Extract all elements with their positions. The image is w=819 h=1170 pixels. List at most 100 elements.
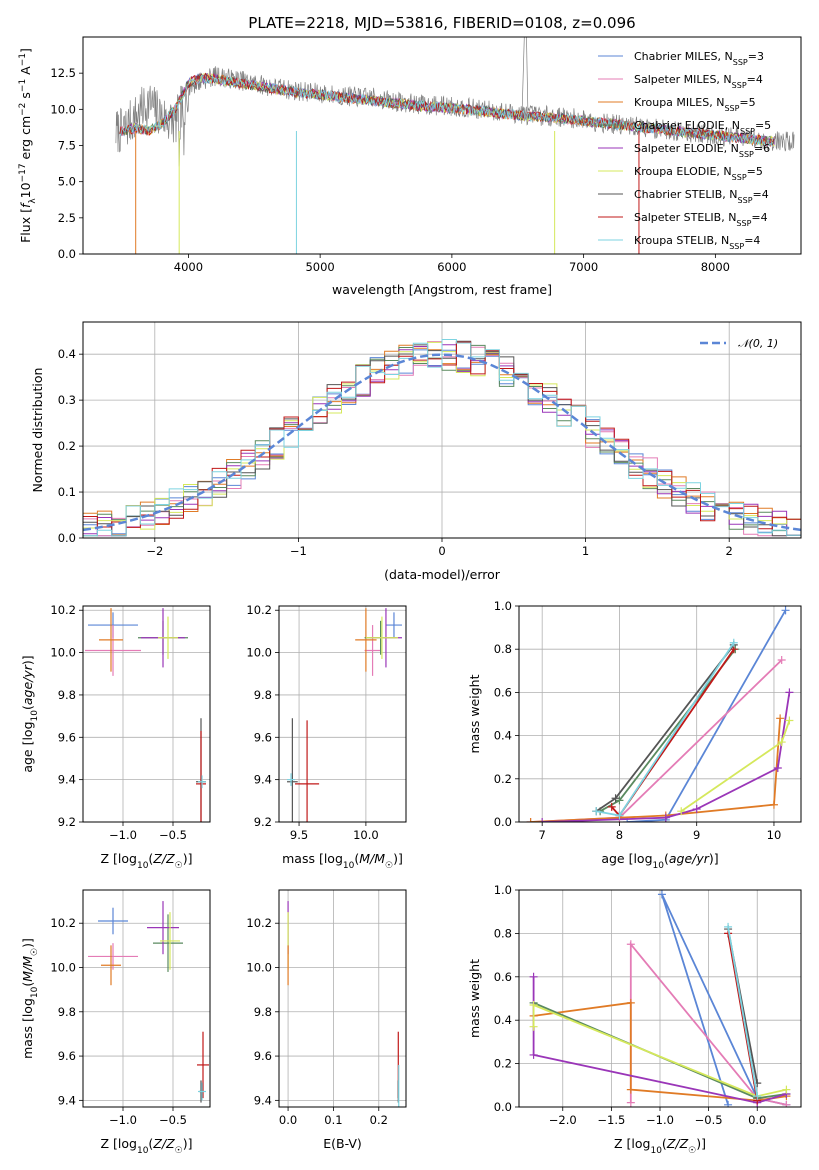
series-marker — [529, 1001, 538, 1010]
x-tick-label: −1.0 — [109, 1113, 137, 1127]
errorbar-point — [198, 775, 206, 789]
x-axis-label: mass [log10(M/M☉)] — [282, 851, 403, 871]
x-tick-label: −1.0 — [109, 828, 137, 842]
histogram-legend: 𝒩(0, 1) — [700, 337, 778, 350]
series-marker — [753, 1092, 762, 1101]
mass-weight-series — [724, 922, 762, 1101]
x-axis-label: Z [log10(Z/Z☉)] — [101, 851, 193, 871]
mass-weight-series — [657, 890, 791, 1107]
series-marker — [785, 688, 794, 697]
x-tick-label: 0.0 — [279, 1113, 297, 1127]
series-marker — [785, 716, 794, 725]
series-marker — [611, 794, 620, 803]
y-tick-label: 9.8 — [254, 1005, 272, 1019]
errorbar-point — [365, 616, 398, 659]
y-tick-label: 9.4 — [58, 773, 76, 787]
series-marker — [626, 1098, 635, 1107]
y-tick-label: 9.4 — [254, 1093, 272, 1107]
age-vs-mass-panel: 9.5 10.0 9.2 9.4 9.6 9.8 10.0 10.2 — [246, 603, 407, 842]
y-tick-label: 0.8 — [494, 926, 512, 940]
series-marker — [626, 940, 635, 949]
axes-frame — [278, 889, 407, 1108]
series-line — [727, 926, 759, 1097]
series-marker — [776, 714, 785, 723]
y-tick-label: 0.0 — [494, 815, 512, 829]
mass-weight-series — [724, 925, 762, 1088]
x-tick-label: 0.1 — [324, 1113, 342, 1127]
y-tick-label: 0.1 — [58, 485, 76, 499]
series-line — [532, 1003, 787, 1098]
mass-weight-vs-Z-panel: −2.0 −1.5 −1.0 −0.5 0.0 0.0 0.2 0.4 0.6 0.8 1.0 — [494, 883, 802, 1127]
mass-vs-Z-panel: −1.0 −0.5 9.4 9.6 9.8 10.0 10.2 — [50, 889, 211, 1127]
x-tick-label: −0.5 — [159, 1113, 187, 1127]
x-axis-label: E(B-V) — [323, 1136, 362, 1151]
series-marker — [692, 805, 701, 814]
series-marker — [777, 656, 786, 664]
series-marker — [773, 764, 782, 772]
series-line — [595, 644, 735, 812]
y-tick-label: 12.5 — [50, 66, 76, 80]
legend-label: Salpeter ELODIE, NSSP=6 — [634, 142, 770, 159]
y-tick-label: 0.6 — [494, 970, 512, 984]
y-tick-label: 9.6 — [58, 1049, 76, 1063]
series-marker — [526, 818, 535, 822]
y-tick-label: 9.8 — [254, 688, 272, 702]
series-marker — [769, 800, 778, 809]
y-axis-label: Flux [fλ10−17 erg cm−2 s−1 A−1] — [18, 48, 38, 243]
y-tick-label: 10.2 — [50, 916, 76, 930]
y-tick-label: 10.0 — [50, 646, 76, 660]
series-marker — [729, 638, 738, 647]
y-axis-label: mass weight — [467, 674, 482, 753]
y-tick-label: 0.0 — [58, 531, 76, 545]
series-marker — [724, 1100, 733, 1107]
x-tick-label: 9.5 — [290, 828, 308, 842]
y-tick-label: 0.4 — [494, 729, 512, 743]
x-tick-label: −1 — [290, 544, 307, 558]
mass-weight-vs-age-plot-area — [526, 606, 794, 822]
errorbar-point — [196, 730, 206, 822]
legend-label: Salpeter STELIB, NSSP=4 — [634, 211, 768, 228]
x-tick-label: 2 — [726, 544, 733, 558]
mass-weight-series — [677, 716, 794, 816]
errorbar-point — [98, 907, 128, 935]
errorbar-point — [198, 1082, 206, 1101]
x-tick-label: 0.2 — [370, 1113, 388, 1127]
x-tick-label: −0.5 — [159, 828, 187, 842]
y-tick-label: 0.4 — [494, 1013, 512, 1027]
series-marker — [657, 890, 666, 899]
y-tick-label: 9.2 — [254, 815, 272, 829]
y-tick-label: 0.3 — [58, 393, 76, 407]
legend-label: 𝒩(0, 1) — [738, 337, 778, 350]
series-marker — [626, 998, 635, 1007]
errorbar-point — [385, 612, 402, 638]
x-axis-label: Z [log10(Z/Z☉)] — [101, 1136, 193, 1156]
series-marker — [615, 811, 624, 820]
y-axis-label: age [log10(age/yr)] — [20, 655, 40, 772]
x-axis-label: (data-model)/error — [384, 567, 501, 582]
series-marker — [529, 1022, 538, 1031]
series-marker — [782, 1085, 791, 1094]
x-tick-label: −2.0 — [549, 1113, 577, 1127]
errorbar-point — [355, 608, 377, 672]
mass-vs-EBV-panel: 0.0 0.1 0.2 9.4 9.6 9.8 10.0 10.2 — [246, 889, 407, 1127]
y-tick-label: 9.2 — [58, 815, 76, 829]
series-marker — [777, 738, 786, 747]
x-tick-label: 5000 — [305, 260, 334, 274]
y-axis-label: mass [log10(M/M☉)] — [20, 938, 40, 1059]
age-vs-Z-plot-area — [85, 608, 206, 822]
legend-label: Chabrier STELIB, NSSP=4 — [634, 188, 769, 205]
model-spectrum-line — [119, 72, 775, 147]
series-marker — [781, 606, 790, 615]
x-tick-label: −1.5 — [597, 1113, 625, 1127]
axes-frame — [82, 889, 211, 1108]
residuals-panel: −2 −1 0 1 2 0.0 0.1 0.2 0.3 0.4 — [58, 321, 802, 558]
y-tick-label: 7.5 — [58, 139, 76, 153]
age-vs-mass-plot-area — [287, 608, 402, 822]
errorbar-point — [160, 912, 180, 970]
y-tick-label: 2.5 — [58, 211, 76, 225]
model-spectrum-line — [119, 74, 775, 148]
mass-weight-series — [526, 656, 786, 822]
y-tick-label: 9.8 — [58, 688, 76, 702]
series-marker — [538, 818, 547, 822]
